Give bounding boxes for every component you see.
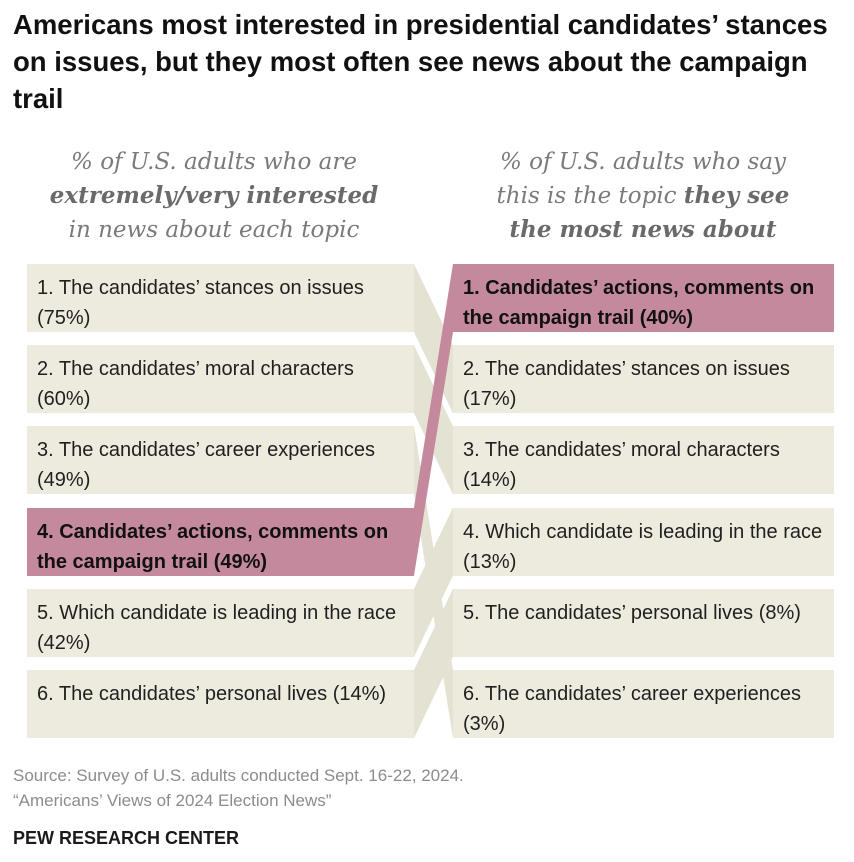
left-topic-box-5: 5. Which candidate is leading in the rac…	[27, 588, 414, 657]
source-note: Source: Survey of U.S. adults conducted …	[13, 766, 464, 785]
right-topic-box-6: 6. The candidates’ career experiences (3…	[453, 670, 834, 738]
left-topic-box-4: 4. Candidates’ actions, comments on the …	[27, 507, 414, 576]
left-topic-box-3: 3. The candidates’ career experiences (4…	[27, 426, 414, 495]
pew-brand: PEW RESEARCH CENTER	[13, 828, 240, 848]
right-topic-box-4: 4. Which candidate is leading in the rac…	[453, 507, 834, 576]
right-topic-box-1: 1. Candidates’ actions, comments on the …	[453, 264, 834, 332]
connector-4-to-1	[414, 264, 453, 576]
left-subhead-bold: extremely/very interested	[49, 182, 379, 209]
report-title: “Americans’ Views of 2024 Election News”	[13, 791, 332, 810]
connector-6-to-5	[414, 588, 453, 738]
right-subhead-line3-bold: the most news about	[509, 216, 777, 243]
right-subhead-line1: % of U.S. adults who say	[499, 149, 787, 175]
right-topic-box-2: 2. The candidates’ stances on issues (17…	[453, 345, 834, 414]
right-topic-box-3: 3. The candidates’ moral characters (14%…	[453, 426, 834, 495]
right-subhead-line2-plain: this is the topic	[496, 183, 677, 209]
chart-title: Americans most interested in presidentia…	[13, 9, 828, 114]
right-topic-box-5: 5. The candidates’ personal lives (8%)	[453, 588, 834, 657]
right-subhead-line2-bold: they see	[683, 182, 790, 209]
left-topic-box-2: 2. The candidates’ moral characters (60%…	[27, 345, 414, 414]
left-column-subheading: % of U.S. adults who are extremely/very …	[14, 145, 414, 247]
left-topic-box-6: 6. The candidates’ personal lives (14%)	[27, 670, 414, 738]
left-subhead-line3: in news about each topic	[68, 217, 360, 243]
right-column-subheading: % of U.S. adults who say this is the top…	[443, 145, 843, 247]
left-subhead-line1: % of U.S. adults who are	[71, 149, 357, 175]
left-topic-box-1: 1. The candidates’ stances on issues (75…	[27, 264, 414, 332]
connector-5-to-4	[414, 507, 453, 657]
